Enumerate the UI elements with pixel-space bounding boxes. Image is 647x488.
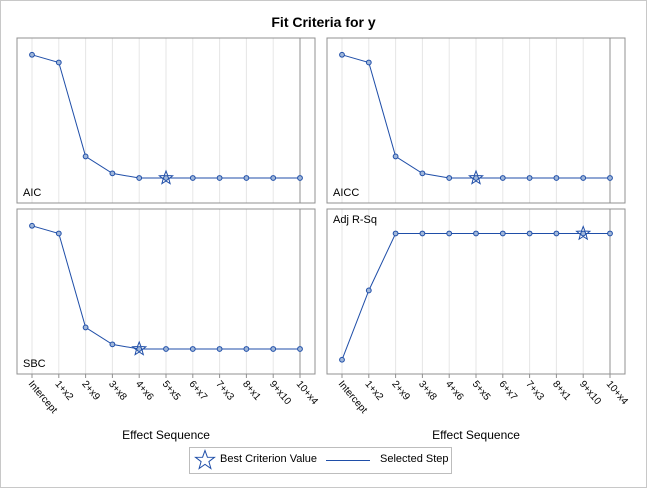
panel-label: AICC bbox=[333, 187, 359, 199]
data-point bbox=[392, 153, 399, 160]
selected-step-line-icon bbox=[326, 460, 370, 461]
data-point bbox=[419, 230, 426, 237]
tick-label: 8+x1 bbox=[240, 379, 263, 403]
tick-label: 9+x10 bbox=[267, 379, 293, 407]
tick-label: 1+x2 bbox=[363, 379, 386, 403]
data-point bbox=[55, 230, 62, 237]
data-point bbox=[446, 175, 453, 181]
data-point bbox=[55, 59, 62, 66]
data-point bbox=[109, 170, 116, 177]
data-point bbox=[82, 153, 89, 160]
data-point bbox=[607, 230, 613, 237]
chart-title: Fit Criteria for y bbox=[271, 14, 376, 30]
data-point bbox=[339, 356, 345, 363]
data-point bbox=[243, 346, 250, 352]
data-point bbox=[297, 346, 303, 352]
tick-label: 1+x2 bbox=[53, 379, 76, 403]
best-criterion-star-icon bbox=[194, 449, 216, 470]
data-point bbox=[580, 230, 587, 237]
panel-label: SBC bbox=[23, 358, 46, 370]
panel-frame bbox=[326, 37, 626, 204]
data-point bbox=[365, 59, 372, 66]
data-point bbox=[526, 175, 533, 181]
tick-label: 7+x3 bbox=[523, 379, 546, 403]
data-point bbox=[270, 346, 277, 352]
data-point bbox=[339, 51, 345, 58]
panel-frame bbox=[16, 37, 316, 204]
data-point bbox=[29, 51, 35, 58]
legend-selected-label: Selected Step bbox=[380, 453, 449, 465]
best-criterion-star bbox=[158, 169, 174, 185]
data-point bbox=[136, 175, 143, 181]
tick-label: 3+x8 bbox=[106, 379, 129, 403]
data-point bbox=[526, 230, 533, 237]
legend: Best Criterion Value Selected Step bbox=[189, 447, 452, 474]
data-point bbox=[473, 230, 479, 237]
best-criterion-star bbox=[468, 169, 484, 185]
data-point bbox=[297, 175, 303, 181]
tick-label: 7+x3 bbox=[213, 379, 236, 403]
x-axis-label: Effect Sequence bbox=[122, 428, 210, 442]
x-axis-label: Effect Sequence bbox=[432, 428, 520, 442]
tick-label: 5+x5 bbox=[160, 379, 183, 403]
legend-best-label: Best Criterion Value bbox=[220, 453, 318, 465]
data-point bbox=[109, 341, 116, 348]
tick-label: 8+x1 bbox=[550, 379, 573, 403]
data-point bbox=[189, 175, 196, 181]
tick-label: 6+x7 bbox=[497, 379, 520, 403]
data-point bbox=[553, 230, 560, 237]
data-point bbox=[392, 230, 399, 237]
data-point bbox=[365, 287, 372, 294]
tick-label: 6+x7 bbox=[187, 379, 210, 403]
tick-label: 2+x9 bbox=[79, 379, 102, 403]
data-point bbox=[216, 175, 223, 181]
data-point bbox=[82, 324, 89, 331]
data-point bbox=[607, 175, 613, 181]
tick-label: 5+x5 bbox=[470, 379, 493, 403]
tick-label: 2+x9 bbox=[389, 379, 412, 403]
panel-label: AIC bbox=[23, 187, 41, 199]
best-criterion-star bbox=[575, 225, 592, 241]
data-point bbox=[189, 346, 196, 352]
data-point bbox=[216, 346, 223, 352]
data-point bbox=[473, 175, 479, 181]
data-point bbox=[243, 175, 250, 181]
tick-label: 4+x6 bbox=[443, 379, 466, 403]
tick-label: 10+x4 bbox=[294, 379, 320, 407]
data-point bbox=[446, 230, 453, 237]
data-point bbox=[163, 346, 169, 352]
tick-label: 3+x8 bbox=[416, 379, 439, 403]
tick-label: 9+x10 bbox=[577, 379, 603, 407]
tick-label: 10+x4 bbox=[604, 379, 630, 407]
data-point bbox=[136, 346, 143, 352]
data-point bbox=[553, 175, 560, 181]
data-point bbox=[580, 175, 587, 181]
data-point bbox=[499, 230, 506, 237]
data-point bbox=[163, 175, 169, 181]
data-point bbox=[499, 175, 506, 181]
tick-label: 4+x6 bbox=[133, 379, 156, 403]
best-criterion-star bbox=[131, 340, 148, 356]
data-point bbox=[270, 175, 277, 181]
data-point bbox=[29, 222, 35, 229]
panel-label: Adj R-Sq bbox=[333, 214, 377, 226]
data-point bbox=[419, 170, 426, 177]
